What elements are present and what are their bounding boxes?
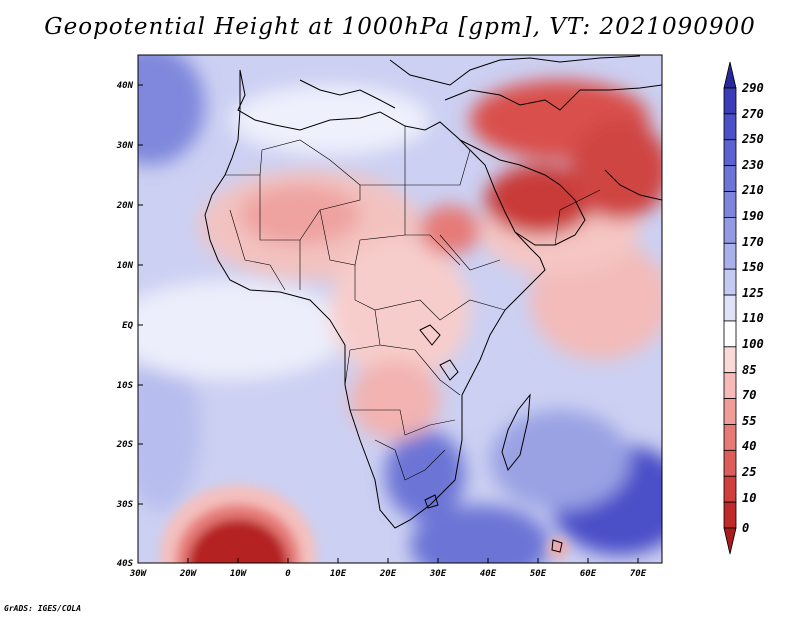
colorbar-label: 170 xyxy=(742,235,764,249)
colorbar-box xyxy=(723,320,737,348)
colorbar-label: 70 xyxy=(742,388,756,402)
lat-label: 40N xyxy=(117,81,134,91)
lat-label: 10S xyxy=(117,381,134,391)
colorbar-box xyxy=(723,242,737,270)
latitude-labels: 40N 30N 20N 10N EQ 10S 20S 30S 40S xyxy=(116,81,134,569)
colorbar-box xyxy=(723,139,737,167)
colorbar-label: 230 xyxy=(741,158,764,172)
grads-credit: GrADS: IGES/COLA xyxy=(4,604,82,613)
plot-frame xyxy=(137,54,663,564)
colorbar-label: 150 xyxy=(742,260,764,274)
colorbar-top-arrow xyxy=(723,61,737,89)
lon-label: 30E xyxy=(429,569,447,579)
lon-label: 0 xyxy=(285,569,291,579)
lon-label: 30W xyxy=(129,569,148,579)
lon-label: 70E xyxy=(630,569,647,579)
colorbar-box xyxy=(723,475,737,503)
colorbar xyxy=(723,61,737,555)
colorbar-label: 110 xyxy=(742,311,764,325)
colorbar-label: 25 xyxy=(741,465,756,479)
lat-label: 20S xyxy=(116,440,134,450)
colorbar-box xyxy=(723,346,737,374)
colorbar-box xyxy=(723,372,737,399)
colorbar-label: 125 xyxy=(742,286,764,300)
colorbar-box xyxy=(723,501,737,529)
colorbar-label: 100 xyxy=(742,337,764,351)
colorbar-box xyxy=(723,113,737,141)
lon-label: 10E xyxy=(330,569,347,579)
lat-label: EQ xyxy=(122,321,133,331)
colorbar-box xyxy=(723,165,737,192)
colorbar-label: 0 xyxy=(742,521,749,535)
colorbar-label: 270 xyxy=(741,107,764,121)
colorbar-labels: 290 270 250 230 210 190 170 150 125 110 … xyxy=(741,81,764,535)
lat-label: 40S xyxy=(117,559,134,569)
lon-label: 50E xyxy=(530,569,547,579)
colorbar-box xyxy=(723,424,737,451)
lon-label: 20E xyxy=(379,569,397,579)
colorbar-bottom-arrow xyxy=(723,527,737,555)
lon-label: 60E xyxy=(580,569,597,579)
colorbar-label: 10 xyxy=(742,491,756,505)
colorbar-box xyxy=(723,398,737,425)
lat-label: 30N xyxy=(116,141,134,151)
lon-label: 40E xyxy=(480,569,497,579)
map-plot-area: 40N 30N 20N 10N EQ 10S 20S 30S 40S 30W 2… xyxy=(116,54,663,579)
colorbar-label: 290 xyxy=(741,81,764,95)
lat-label: 10N xyxy=(117,261,134,271)
lat-label: 20N xyxy=(116,201,134,211)
coastlines xyxy=(204,55,662,553)
longitude-labels: 30W 20W 10W 0 10E 20E 30E 40E 50E 60E 70… xyxy=(129,569,647,579)
lon-label: 10W xyxy=(230,569,248,579)
colorbar-box xyxy=(723,449,737,477)
colorbar-box xyxy=(723,294,737,322)
colorbar-label: 250 xyxy=(741,132,764,146)
country-borders xyxy=(225,126,601,481)
colorbar-box xyxy=(723,217,737,244)
colorbar-label: 40 xyxy=(742,439,756,453)
colorbar-box xyxy=(723,87,737,115)
lon-label: 20W xyxy=(179,569,198,579)
axis-ticks xyxy=(138,84,639,563)
colorbar-label: 55 xyxy=(742,414,756,428)
colorbar-label: 210 xyxy=(741,183,764,197)
map-title: Geopotential Height at 1000hPa [gpm], VT… xyxy=(44,14,756,40)
colorbar-label: 190 xyxy=(742,209,764,223)
colorbar-label: 85 xyxy=(742,363,756,377)
lat-label: 30S xyxy=(116,500,134,510)
colorbar-box xyxy=(723,268,737,296)
colorbar-box xyxy=(723,191,737,218)
